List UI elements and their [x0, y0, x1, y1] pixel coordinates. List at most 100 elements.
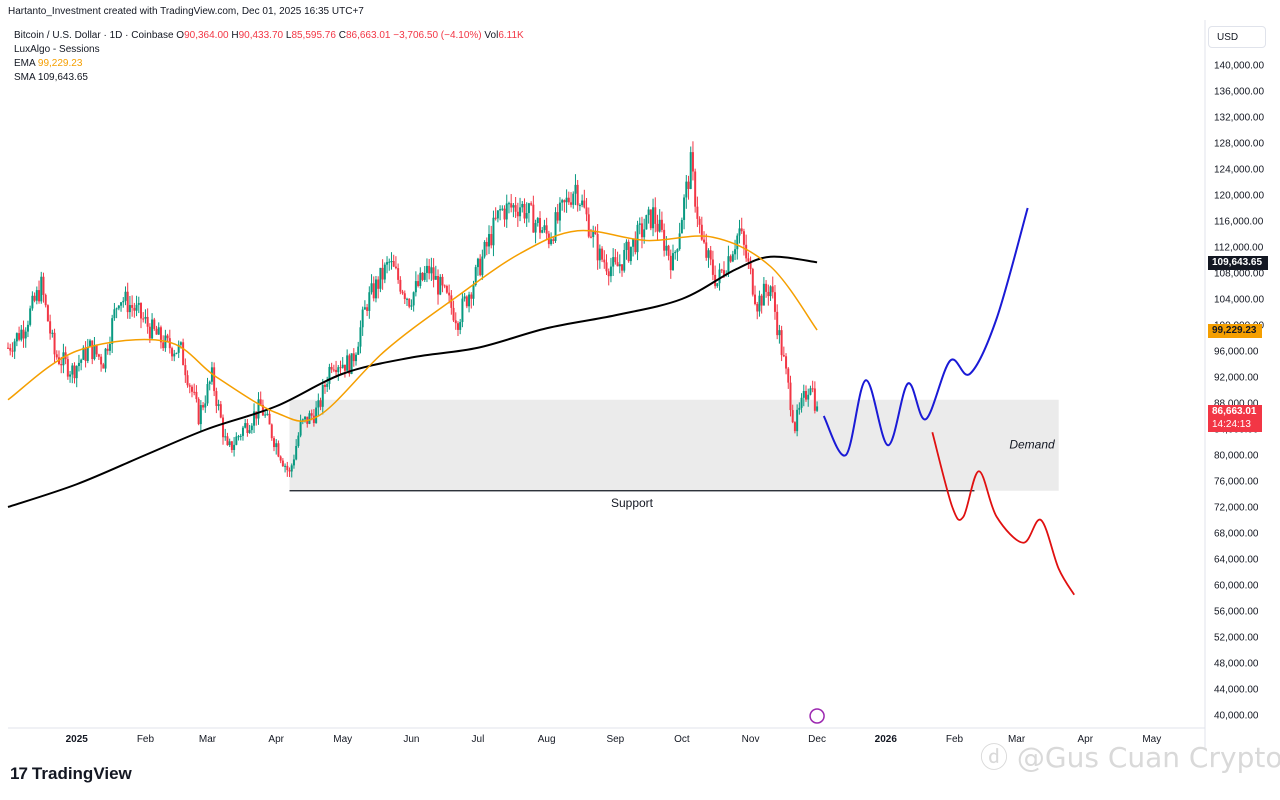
candle-body: [188, 385, 191, 387]
candle-body: [244, 423, 247, 428]
candle-body: [159, 327, 162, 343]
candle-body: [370, 283, 373, 293]
candle-body: [383, 264, 386, 280]
candle-body: [563, 200, 566, 203]
candle-body: [412, 292, 415, 306]
candle-body: [616, 262, 619, 267]
y-tick-label: 124,000.00: [1214, 165, 1264, 176]
candle-body: [691, 152, 694, 172]
symbol-name[interactable]: Bitcoin / U.S. Dollar · 1D · Coinbase: [14, 30, 174, 41]
candle-body: [46, 305, 49, 322]
candle-body: [199, 405, 202, 425]
candle-body: [155, 328, 158, 335]
tradingview-logo-icon: 17: [10, 764, 28, 783]
y-tick-label: 52,000.00: [1214, 633, 1259, 644]
candle-body: [583, 200, 586, 208]
candle-body: [437, 276, 440, 295]
sma-label: SMA: [14, 72, 36, 83]
candle-body: [443, 285, 446, 287]
candle-body: [315, 407, 318, 424]
x-tick-label: Mar: [199, 734, 217, 745]
candle-body: [255, 411, 258, 419]
support-label: Support: [611, 496, 654, 510]
candle-body: [687, 181, 690, 189]
candle-body: [233, 444, 236, 451]
candle-body: [532, 204, 535, 233]
candle-body: [592, 231, 595, 238]
candle-body: [667, 245, 670, 256]
candle-body: [326, 383, 329, 387]
candle-body: [698, 218, 701, 225]
candle-body: [618, 264, 621, 267]
candle-body: [186, 375, 189, 386]
candle-body: [97, 354, 100, 357]
candle-body: [151, 319, 154, 339]
candle-body: [570, 202, 573, 205]
demand-zone: [289, 399, 1059, 491]
candle-body: [718, 269, 721, 284]
candle-body: [193, 391, 196, 393]
candle-body: [543, 225, 546, 231]
candle-body: [499, 209, 502, 211]
candle-body: [51, 332, 54, 334]
candle-body: [235, 436, 238, 445]
replay-icon: [809, 708, 825, 724]
candle-body: [596, 234, 599, 261]
candle-body: [406, 298, 408, 300]
ohlc-row: Bitcoin / U.S. Dollar · 1D · Coinbase O9…: [14, 29, 524, 43]
candle-body: [656, 223, 659, 232]
candle-body: [341, 364, 344, 368]
candle-body: [137, 302, 140, 305]
candle-body: [638, 223, 641, 225]
candle-body: [683, 197, 686, 220]
x-tick-label: May: [333, 734, 352, 745]
candle-body: [270, 424, 273, 439]
indicator-sma[interactable]: SMA 109,643.65: [14, 71, 524, 85]
candle-body: [669, 255, 672, 271]
indicator-ema[interactable]: EMA 99,229.23: [14, 57, 524, 71]
candle-body: [536, 218, 539, 224]
candle-body: [647, 209, 650, 216]
candle-body: [173, 353, 176, 357]
y-tick-label: 44,000.00: [1214, 685, 1259, 696]
currency-button[interactable]: USD: [1208, 26, 1266, 48]
open-label: O: [176, 30, 185, 41]
candle-body: [377, 279, 380, 289]
tradingview-brand[interactable]: 17 TradingView: [10, 764, 132, 784]
candle-body: [372, 283, 375, 299]
candle-body: [700, 224, 703, 240]
candle-body: [601, 248, 604, 260]
candle-body: [24, 331, 27, 339]
candle-body: [237, 436, 240, 438]
y-tick-label: 116,000.00: [1214, 217, 1264, 228]
candle-body: [507, 203, 510, 205]
candle-body: [798, 407, 801, 410]
candle-body: [496, 210, 499, 219]
candle-body: [516, 211, 519, 217]
y-tick-label: 56,000.00: [1214, 607, 1259, 618]
candle-body: [323, 384, 326, 387]
candle-body: [42, 276, 45, 295]
candle-body: [519, 207, 522, 217]
indicator-sessions[interactable]: LuxAlgo - Sessions: [14, 44, 100, 55]
candle-body: [707, 250, 710, 258]
candle-body: [7, 347, 9, 349]
candle-body: [771, 286, 774, 293]
candle-body: [89, 340, 92, 348]
candle-body: [550, 239, 553, 245]
candle-body: [625, 241, 628, 250]
x-tick-label: Jun: [403, 734, 419, 745]
candle-body: [266, 413, 269, 415]
candle-body: [465, 296, 468, 307]
x-tick-label: Jul: [472, 734, 485, 745]
candle-body: [441, 276, 444, 286]
candle-body: [505, 203, 508, 220]
candle-body: [357, 346, 360, 355]
y-tick-label: 92,000.00: [1214, 373, 1259, 384]
candle-body: [35, 290, 38, 301]
last-price-tag: 86,663.01: [1208, 405, 1262, 419]
candle-body: [40, 276, 43, 302]
candle-body: [18, 333, 21, 340]
candle-body: [452, 307, 455, 321]
